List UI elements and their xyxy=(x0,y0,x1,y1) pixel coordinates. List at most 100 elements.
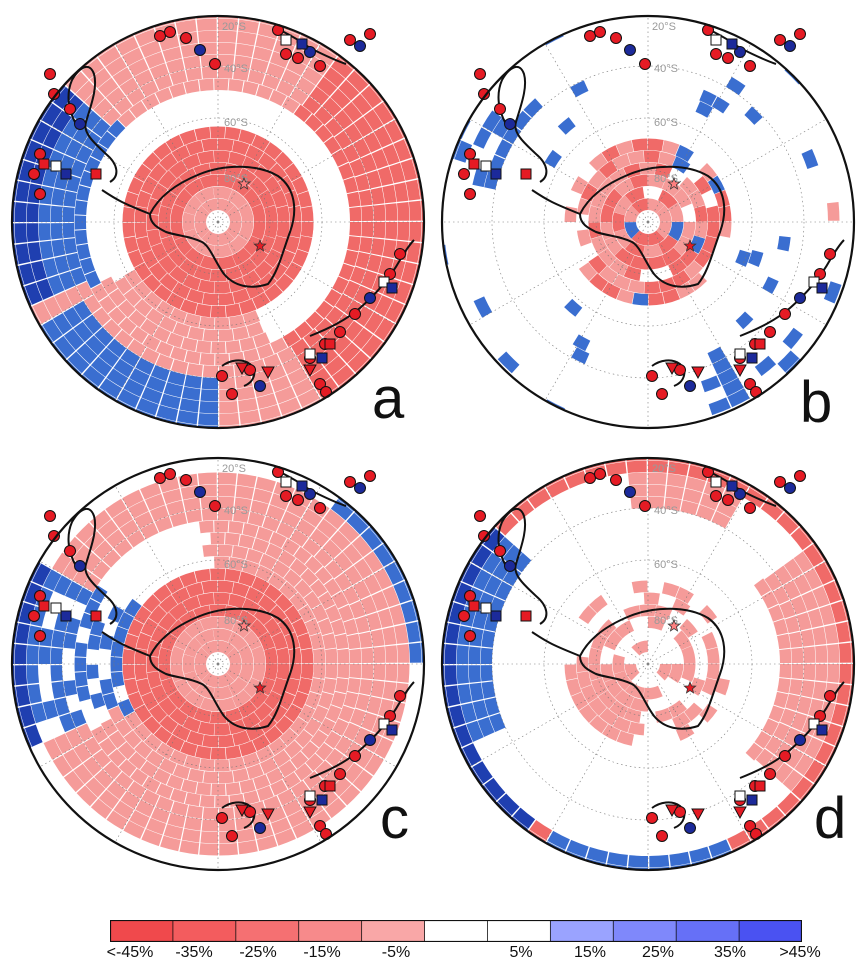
anomaly-cell xyxy=(249,248,269,267)
anomaly-cell xyxy=(325,648,338,664)
anomaly-cell xyxy=(389,604,405,626)
anomaly-cell xyxy=(400,601,417,623)
anomaly-cell xyxy=(801,149,819,169)
anomaly-cell xyxy=(168,602,188,621)
anomaly-cell xyxy=(198,279,215,294)
anomaly-cell xyxy=(282,538,300,556)
anomaly-cell xyxy=(343,280,361,299)
anomaly-cell xyxy=(275,715,294,734)
anomaly-cell xyxy=(24,140,43,163)
anomaly-cell xyxy=(807,608,824,628)
meridian-line xyxy=(544,43,649,223)
meridian-line xyxy=(647,485,752,665)
anomaly-cell xyxy=(609,700,629,719)
circle-icon xyxy=(194,44,206,56)
anomaly-cell xyxy=(105,529,126,549)
anomaly-cell xyxy=(716,500,737,518)
anomaly-cell xyxy=(354,748,374,769)
circle-icon xyxy=(722,52,734,64)
anomaly-cell xyxy=(181,779,198,794)
anomaly-cell xyxy=(117,698,135,717)
anomaly-cell xyxy=(322,633,337,650)
anomaly-cell xyxy=(361,205,374,221)
anomaly-cell xyxy=(75,145,93,164)
anomaly-cell xyxy=(218,329,234,342)
anomaly-cell xyxy=(279,581,298,600)
anomaly-cell xyxy=(103,761,122,780)
antarctic-peninsula xyxy=(101,631,151,657)
anomaly-cell xyxy=(353,116,373,137)
anomaly-cell xyxy=(570,176,588,195)
anomaly-cell xyxy=(159,273,178,292)
anomaly-cell xyxy=(331,691,346,709)
anomaly-cell xyxy=(277,788,296,806)
star-icon xyxy=(667,618,681,632)
anomaly-cell xyxy=(497,351,520,374)
anomaly-cell xyxy=(268,163,288,182)
meridian-line xyxy=(469,221,649,326)
meridian-line xyxy=(647,560,827,665)
anomaly-cell xyxy=(54,575,72,596)
anomaly-cell xyxy=(197,592,215,607)
anomaly-cell xyxy=(330,57,354,79)
anomaly-cell xyxy=(672,270,691,288)
circle-icon xyxy=(784,40,796,52)
anomaly-cell xyxy=(186,730,204,746)
anomaly-cells xyxy=(442,25,842,419)
anomaly-cell xyxy=(126,529,146,548)
anomaly-cell xyxy=(213,150,230,163)
anomaly-cell xyxy=(529,820,552,841)
anomaly-cell xyxy=(145,750,164,768)
anomaly-cell xyxy=(26,203,39,222)
latitude-label: 40°S xyxy=(224,63,248,75)
anomaly-cell xyxy=(174,188,193,209)
anomaly-cell xyxy=(679,177,698,196)
anomaly-cell xyxy=(780,708,796,727)
anomaly-cell xyxy=(694,222,708,239)
anomaly-cell xyxy=(114,771,134,790)
anomaly-cell xyxy=(117,612,134,630)
anomaly-cell xyxy=(271,375,291,393)
anomaly-cell xyxy=(156,742,175,760)
anomaly-cell xyxy=(182,153,201,170)
anomaly-cell xyxy=(75,522,97,544)
anomaly-cell xyxy=(228,593,246,609)
panel-letter-b: b xyxy=(800,370,833,435)
anomaly-cell xyxy=(648,174,666,189)
anomaly-cell xyxy=(762,718,779,736)
anomaly-cell xyxy=(225,303,242,318)
anomaly-cell xyxy=(153,326,171,343)
anomaly-cell xyxy=(218,292,235,306)
square-icon xyxy=(480,160,492,172)
anomaly-cell xyxy=(694,248,712,268)
meridian-line xyxy=(544,663,649,843)
anomaly-cell xyxy=(803,664,816,681)
anomaly-cell xyxy=(304,618,321,636)
square-icon xyxy=(38,158,50,170)
anomaly-cell xyxy=(290,780,310,799)
anomaly-cell xyxy=(201,377,218,390)
anomaly-cell xyxy=(201,230,218,246)
anomaly-cell xyxy=(174,630,193,651)
square-icon xyxy=(520,610,532,622)
anomaly-cell xyxy=(98,347,120,368)
anomaly-cell xyxy=(235,816,253,831)
anomaly-cell xyxy=(118,759,137,777)
anomaly-cell xyxy=(38,223,51,241)
anomaly-cell xyxy=(228,151,246,167)
anomaly-cell xyxy=(81,58,105,80)
anomaly-cell xyxy=(183,497,201,512)
anomaly-cell xyxy=(589,273,608,292)
anomaly-cell xyxy=(335,294,353,313)
latitude-label: 20°S xyxy=(652,463,676,475)
anomaly-cell xyxy=(358,631,373,648)
anomaly-cell xyxy=(777,236,791,252)
colorbar-tick-label: -35% xyxy=(175,944,213,961)
anomaly-cell xyxy=(785,693,801,711)
anomaly-cell xyxy=(523,98,543,118)
anomaly-cell xyxy=(241,598,261,616)
anomaly-cell xyxy=(827,644,840,663)
anomaly-cell xyxy=(195,745,212,760)
anomaly-cell xyxy=(32,121,52,144)
anomaly-cell xyxy=(50,205,63,222)
